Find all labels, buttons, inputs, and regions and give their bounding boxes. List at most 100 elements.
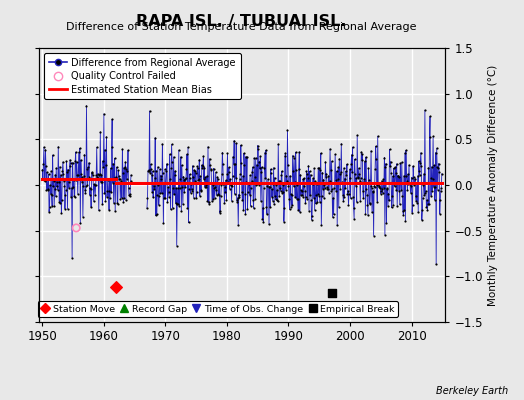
Point: [398, 159, 406, 165]
Point: [144, 168, 152, 174]
Point: [437, 184, 445, 191]
Point: [79, 182, 88, 189]
Point: [299, 193, 308, 200]
Point: [49, 177, 58, 184]
Point: [75, 145, 84, 151]
Point: [223, 170, 231, 177]
Point: [312, 181, 321, 187]
Point: [250, 155, 258, 161]
Point: [423, 206, 432, 213]
Point: [248, 164, 257, 170]
Point: [409, 163, 417, 169]
Point: [406, 181, 414, 187]
Point: [94, 171, 102, 177]
Point: [115, 173, 123, 179]
Point: [384, 190, 392, 197]
Point: [400, 206, 409, 213]
Point: [224, 169, 233, 175]
Point: [240, 162, 248, 168]
Point: [210, 165, 218, 172]
Point: [75, 176, 83, 182]
Point: [40, 144, 48, 150]
Point: [279, 189, 287, 195]
Point: [256, 165, 264, 172]
Point: [354, 175, 363, 181]
Point: [211, 195, 219, 202]
Point: [116, 176, 124, 182]
Point: [123, 176, 131, 182]
Point: [289, 183, 298, 190]
Point: [337, 140, 345, 147]
Point: [202, 184, 210, 190]
Point: [101, 197, 110, 204]
Point: [297, 187, 305, 194]
Point: [425, 134, 434, 140]
Point: [293, 182, 301, 188]
Point: [89, 176, 97, 182]
Point: [315, 199, 324, 205]
Point: [82, 102, 91, 109]
Point: [169, 185, 177, 192]
Point: [380, 154, 389, 161]
Point: [148, 189, 156, 195]
Y-axis label: Monthly Temperature Anomaly Difference (°C): Monthly Temperature Anomaly Difference (…: [488, 64, 498, 306]
Point: [62, 158, 71, 164]
Point: [171, 168, 179, 174]
Point: [324, 186, 332, 192]
Point: [299, 176, 307, 182]
Point: [88, 169, 96, 175]
Point: [349, 194, 357, 200]
Point: [435, 210, 444, 217]
Point: [264, 184, 272, 191]
Point: [373, 182, 381, 188]
Point: [171, 200, 180, 206]
Point: [106, 195, 114, 201]
Point: [71, 149, 80, 155]
Point: [153, 192, 161, 198]
Point: [365, 200, 374, 207]
Point: [356, 178, 364, 184]
Point: [396, 201, 404, 208]
Point: [366, 200, 374, 206]
Point: [95, 172, 103, 179]
Point: [56, 164, 64, 170]
Point: [335, 171, 344, 177]
Point: [305, 168, 314, 175]
Point: [113, 164, 121, 170]
Point: [155, 202, 163, 208]
Point: [415, 168, 423, 174]
Point: [350, 204, 358, 211]
Point: [357, 149, 366, 155]
Point: [224, 179, 232, 185]
Point: [261, 149, 269, 156]
Point: [204, 198, 213, 205]
Point: [183, 151, 191, 158]
Point: [407, 174, 416, 181]
Point: [413, 172, 422, 179]
Point: [408, 202, 417, 208]
Point: [362, 186, 370, 192]
Point: [285, 182, 293, 189]
Point: [338, 179, 346, 186]
Point: [267, 194, 276, 200]
Point: [247, 178, 256, 184]
Point: [280, 204, 289, 211]
Point: [236, 170, 245, 177]
Point: [215, 210, 224, 216]
Point: [221, 189, 230, 195]
Point: [396, 160, 405, 166]
Point: [429, 176, 437, 182]
Point: [99, 158, 107, 164]
Point: [353, 132, 362, 138]
Point: [405, 181, 413, 187]
Point: [57, 172, 65, 178]
Point: [279, 182, 288, 188]
Point: [331, 151, 340, 158]
Point: [370, 184, 379, 190]
Point: [343, 161, 351, 168]
Point: [427, 175, 435, 181]
Point: [102, 134, 111, 140]
Point: [245, 191, 254, 198]
Point: [147, 166, 155, 172]
Point: [302, 194, 310, 200]
